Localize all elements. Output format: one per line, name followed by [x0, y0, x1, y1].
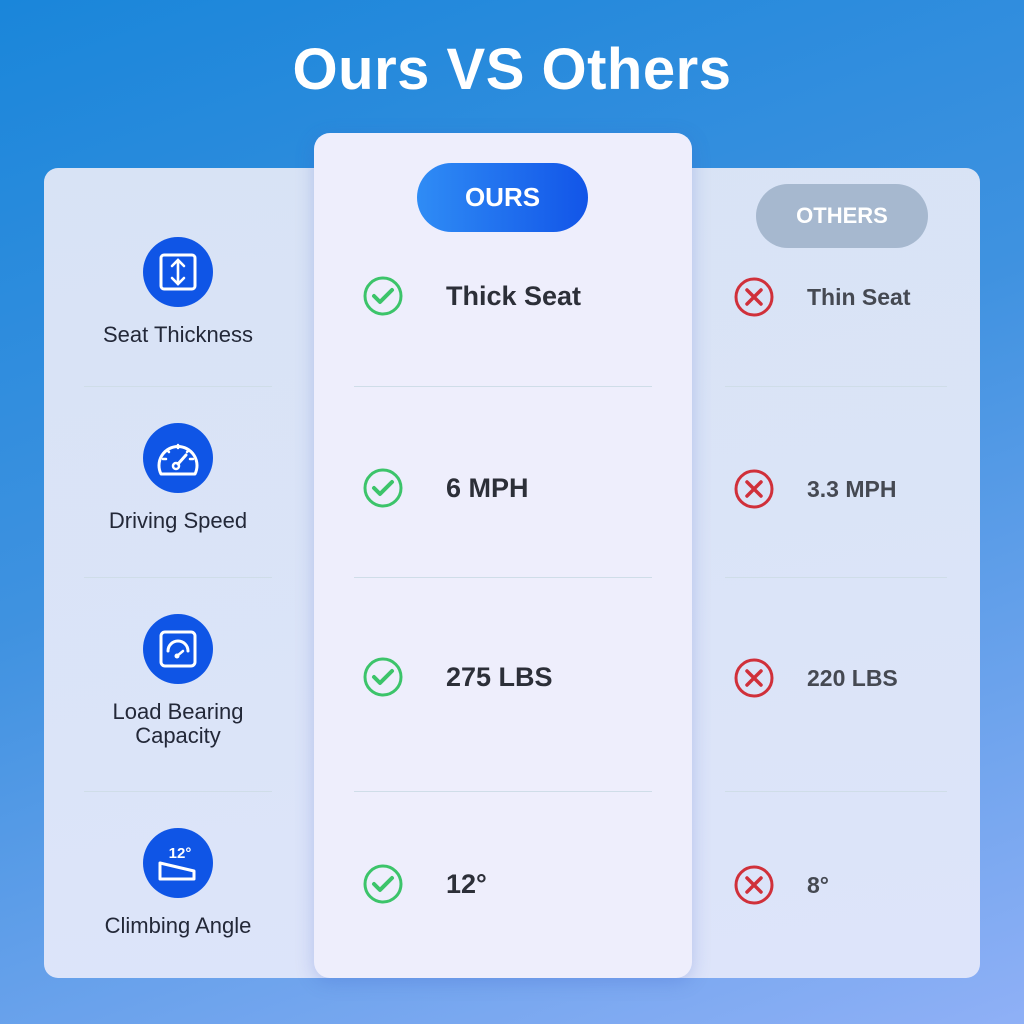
arrows-vertical-icon — [143, 237, 213, 307]
divider — [84, 791, 272, 792]
slope-angle-icon-text: 12° — [169, 845, 192, 862]
others-value: 220 LBS — [807, 664, 898, 691]
ours-value-row: 275 LBS — [362, 656, 553, 698]
ours-value-row: 12° — [362, 863, 487, 905]
feature-driving-speed: Driving Speed — [84, 423, 272, 533]
ours-value-row: 6 MPH — [362, 467, 529, 509]
divider — [354, 386, 652, 387]
cross-icon — [734, 277, 774, 317]
others-value-row: Thin Seat — [733, 276, 911, 318]
divider — [725, 386, 947, 387]
divider — [725, 577, 947, 578]
check-icon — [363, 864, 403, 904]
ours-value-row: Thick Seat — [362, 275, 581, 317]
divider — [354, 791, 652, 792]
ours-value: 6 MPH — [446, 472, 529, 503]
scale-gauge-icon — [143, 614, 213, 684]
feature-label: Seat Thickness — [102, 322, 253, 347]
divider — [84, 577, 272, 578]
others-value-row: 8° — [733, 864, 829, 906]
cross-icon — [734, 865, 774, 905]
feature-label: Load Bearing Capacity — [112, 699, 244, 748]
others-value: Thin Seat — [807, 283, 911, 310]
divider — [84, 386, 272, 387]
slope-angle-icon: 12° — [143, 828, 213, 898]
ours-value: Thick Seat — [446, 280, 582, 311]
page-title: Ours VS Others — [292, 37, 732, 102]
others-header: OTHERS — [756, 184, 928, 248]
check-icon — [363, 657, 403, 697]
others-value: 8° — [807, 871, 829, 898]
cross-icon — [734, 658, 774, 698]
ours-value: 12° — [446, 868, 487, 899]
check-icon — [363, 276, 403, 316]
ours-column-card — [314, 133, 692, 978]
feature-climbing-angle: 12° Climbing Angle — [84, 828, 272, 938]
feature-load-bearing: Load Bearing Capacity — [84, 614, 272, 748]
check-icon — [363, 468, 403, 508]
feature-label: Driving Speed — [108, 508, 248, 533]
ours-value: 275 LBS — [446, 661, 553, 692]
feature-seat-thickness: Seat Thickness — [84, 237, 272, 347]
others-value: 3.3 MPH — [807, 475, 897, 502]
others-value-row: 220 LBS — [733, 657, 898, 699]
ours-header: OURS — [417, 163, 588, 232]
cross-icon — [734, 469, 774, 509]
feature-label: Climbing Angle — [104, 913, 252, 938]
speedometer-icon — [143, 423, 213, 493]
divider — [725, 791, 947, 792]
divider — [354, 577, 652, 578]
others-value-row: 3.3 MPH — [733, 468, 896, 510]
